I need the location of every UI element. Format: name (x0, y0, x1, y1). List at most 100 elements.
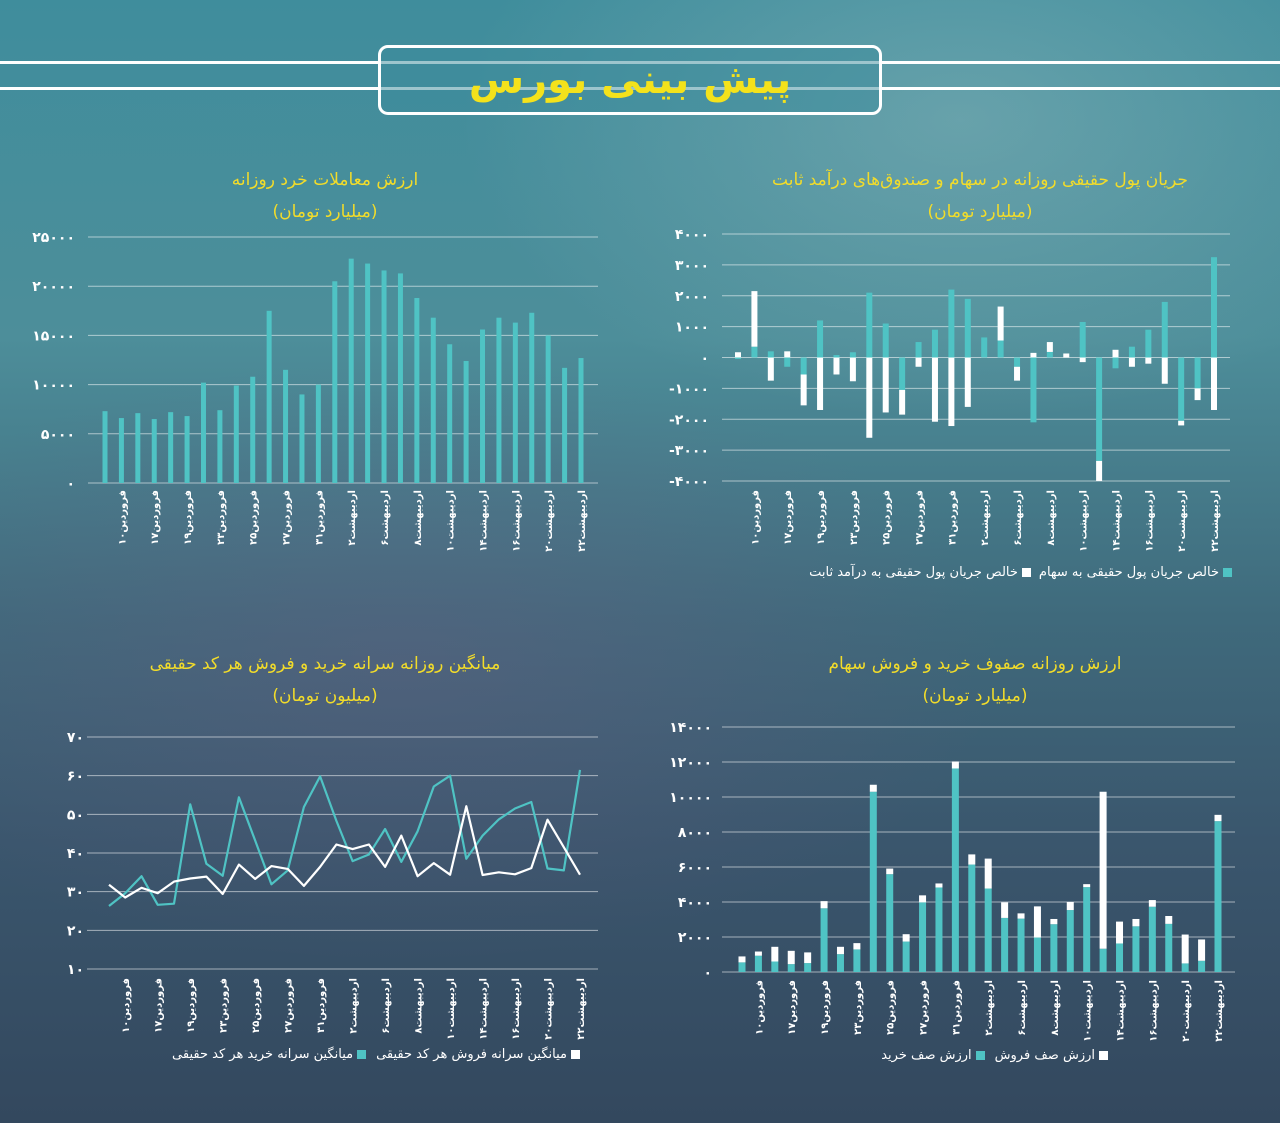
x-tick-label: اردیبهشت۲۰ (544, 490, 555, 552)
bar-primary (1148, 906, 1156, 972)
chart-title: ارزش روزانه صفوف خرید و فروش سهام (828, 654, 1122, 674)
bar-primary (1096, 357, 1103, 461)
bar-primary (1194, 357, 1201, 389)
bar-primary (735, 357, 741, 360)
y-tick-label: -۴۰۰۰ (669, 474, 709, 490)
bar-secondary (1014, 366, 1021, 381)
x-tick-label: اردیبهشت۲۰ (1177, 490, 1188, 552)
bar-secondary (836, 946, 844, 955)
bar-primary (529, 312, 535, 483)
bar-primary (915, 342, 922, 358)
y-tick-label: ۶۰ (67, 769, 84, 785)
bar-secondary (968, 854, 976, 865)
bar-primary (754, 955, 762, 972)
bar-primary (365, 263, 371, 483)
x-tick-label: فروردین۳۱ (316, 978, 327, 1033)
bar-primary (283, 369, 289, 483)
bar-primary (151, 419, 157, 483)
y-tick-label: ۴۰۰۰ (678, 895, 712, 911)
bar-primary (200, 382, 206, 483)
bar-primary (1112, 357, 1119, 369)
bar-secondary (902, 934, 910, 942)
bar-secondary (919, 895, 927, 903)
y-tick-label: -۱۰۰۰ (669, 381, 709, 397)
page-title: پیش بینی بورس (468, 57, 792, 103)
bar-primary (817, 320, 824, 358)
x-tick-label: فروردین۱۷ (783, 490, 794, 545)
chart-title: میانگین روزانه سرانه خرید و فروش هر کد ح… (149, 654, 501, 674)
bar-secondary (1198, 939, 1206, 961)
x-tick-label: اردیبهشت۱۴ (1112, 490, 1123, 552)
bar-secondary (1063, 353, 1070, 358)
bar-secondary (754, 951, 762, 956)
y-tick-label: ۸۰۰۰ (678, 825, 712, 841)
bar-primary (968, 864, 976, 972)
chart-subtitle: (میلیارد تومان) (927, 202, 1033, 222)
legend-label: ارزش صف خرید (881, 1048, 972, 1063)
bar-secondary (1079, 357, 1086, 363)
y-tick-label: ۱۵۰۰۰ (32, 328, 75, 344)
bar-primary (1033, 937, 1041, 972)
bar-primary (266, 310, 272, 483)
bar-primary (1161, 301, 1168, 358)
bar-primary (882, 323, 889, 358)
x-tick-label: اردیبهشت۱۰ (446, 978, 457, 1040)
chart-subtitle: (میلیارد تومان) (922, 686, 1028, 706)
x-tick-label: فروردین۲۳ (216, 490, 227, 545)
x-tick-label: اردیبهشت۱۶ (511, 490, 522, 552)
legend-swatch-white (571, 1050, 580, 1059)
bar-primary (771, 961, 779, 972)
x-tick-label: فروردین۱۷ (787, 980, 798, 1035)
bar-secondary (767, 357, 774, 381)
x-tick-label: اردیبهشت۱۰ (1079, 490, 1090, 552)
y-tick-label: ۴۰۰۰ (675, 227, 709, 243)
x-tick-label: فروردین۳۱ (951, 980, 962, 1035)
y-tick-label: ۱۲۰۰۰ (669, 755, 712, 771)
legend-flow: خالص جریان پول حقیقی به سهام خالص جریان … (809, 565, 1232, 580)
bar-secondary (869, 784, 877, 792)
bar-primary (430, 317, 436, 483)
x-tick-label: اردیبهشت۸ (414, 978, 425, 1034)
bar-primary (948, 289, 955, 358)
y-tick-label: ۰ (66, 476, 75, 492)
x-tick-label: اردیبهشت۸ (1050, 980, 1061, 1036)
bar-primary (836, 954, 844, 972)
bar-secondary (804, 952, 812, 964)
bar-secondary (738, 956, 746, 963)
bar-primary (1017, 918, 1025, 972)
bar-primary (951, 768, 959, 972)
bar-primary (315, 384, 321, 483)
bar-secondary (866, 357, 873, 438)
x-tick-label: اردیبهشت۲ (349, 978, 360, 1034)
legend-swatch-white (1021, 568, 1031, 577)
bar-primary (849, 352, 856, 358)
legend-swatch-teal (357, 1050, 367, 1059)
x-tick-label: فروردین۲۵ (882, 490, 893, 545)
bar-secondary (964, 357, 971, 407)
x-tick-label: اردیبهشت۱۴ (1116, 980, 1127, 1042)
x-tick-label: فروردین۱۰ (121, 978, 132, 1033)
x-tick-label: اردیبهشت۲۲ (1214, 980, 1225, 1042)
x-tick-label: اردیبهشت۶ (1013, 490, 1024, 546)
y-tick-label: ۰ (700, 351, 709, 367)
x-tick-label: اردیبهشت۲۲ (576, 978, 587, 1040)
bar-secondary (931, 357, 938, 422)
bar-secondary (820, 901, 828, 909)
bar-primary (1181, 963, 1189, 972)
bar-primary (118, 418, 124, 483)
x-tick-label: فروردین۳۱ (947, 490, 958, 545)
bar-secondary (1194, 388, 1201, 401)
bar-primary (984, 888, 992, 972)
x-tick-label: اردیبهشت۲۰ (1181, 980, 1192, 1042)
chart-subtitle: (میلیارد تومان) (272, 202, 378, 222)
bar-primary (381, 270, 387, 483)
bar-secondary (1148, 900, 1156, 907)
bar-primary (168, 412, 174, 483)
x-tick-label: فروردین۲۷ (282, 490, 293, 545)
bar-secondary (751, 291, 758, 347)
bar-secondary (1128, 357, 1135, 367)
bar-secondary (1050, 918, 1058, 925)
bar-secondary (1211, 357, 1217, 410)
bar-primary (1214, 821, 1222, 972)
bar-primary (250, 376, 256, 483)
